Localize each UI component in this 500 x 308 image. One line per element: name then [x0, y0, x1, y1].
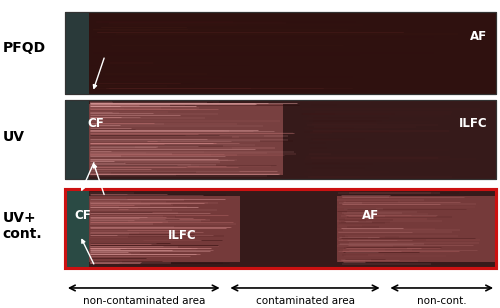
Bar: [65, 189, 496, 268]
Bar: [65, 100, 88, 179]
Bar: [65, 12, 496, 94]
Text: contaminated area: contaminated area: [256, 296, 354, 306]
Bar: [65, 12, 496, 94]
Bar: [65, 189, 496, 268]
Text: CF: CF: [88, 117, 104, 130]
Text: UV: UV: [2, 130, 25, 144]
Bar: [65, 100, 496, 179]
Bar: [88, 196, 240, 262]
Bar: [336, 196, 496, 262]
Bar: [65, 100, 496, 179]
Text: CF: CF: [74, 209, 91, 222]
Text: AF: AF: [470, 30, 488, 43]
Text: UV+
cont.: UV+ cont.: [2, 211, 42, 241]
Text: ILFC: ILFC: [459, 117, 488, 130]
Bar: [88, 104, 282, 175]
Text: ILFC: ILFC: [168, 229, 197, 242]
Bar: [65, 189, 496, 268]
Text: PFQD: PFQD: [2, 41, 46, 55]
Text: AF: AF: [362, 209, 378, 222]
Bar: [65, 100, 496, 179]
Text: non-cont.: non-cont.: [417, 296, 467, 306]
Text: non-contaminated area: non-contaminated area: [82, 296, 205, 306]
Bar: [65, 12, 496, 94]
Bar: [65, 12, 88, 94]
Bar: [65, 189, 88, 268]
